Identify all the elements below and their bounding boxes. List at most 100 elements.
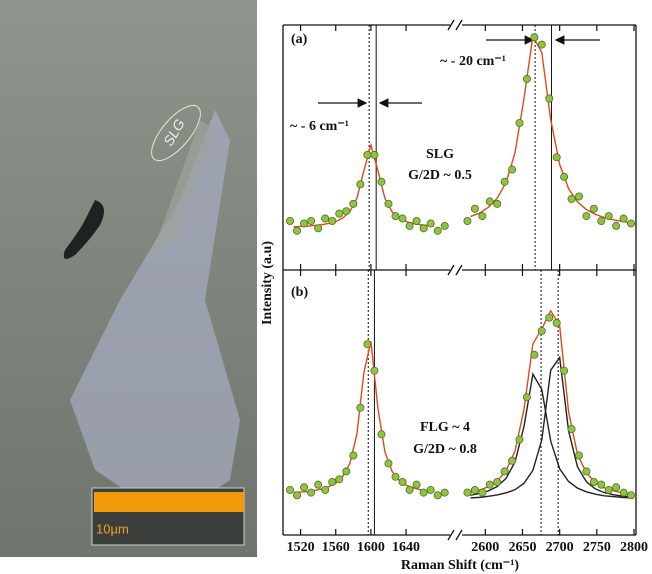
data-point — [471, 205, 478, 212]
data-point — [371, 367, 378, 374]
data-point — [413, 217, 420, 224]
data-point — [568, 425, 575, 432]
data-point — [620, 215, 627, 222]
arrows — [318, 40, 600, 103]
x-tick-label: 1560 — [322, 540, 350, 555]
data-point — [406, 486, 413, 493]
data-point — [464, 489, 471, 496]
data-point — [479, 489, 486, 496]
fit-line — [470, 357, 631, 497]
data-point — [336, 476, 343, 483]
data-point — [286, 486, 293, 493]
data-point — [343, 468, 350, 475]
x-tick-label: 1640 — [392, 540, 420, 555]
data-point — [546, 314, 553, 321]
data-point — [364, 341, 371, 348]
data-point — [385, 460, 392, 467]
data-point — [501, 178, 508, 185]
data-point — [613, 222, 620, 229]
fit-line — [294, 341, 435, 492]
data-point — [590, 478, 597, 485]
data-point — [561, 367, 568, 374]
annotation: (a) — [291, 32, 308, 47]
scale-bar — [94, 492, 244, 512]
data-point — [620, 489, 627, 496]
page: SLG 10µm Intensity (a.u) Raman Shift (cm… — [0, 0, 652, 574]
data-point — [605, 213, 612, 220]
x-tick-label: 2750 — [583, 540, 611, 555]
data-point — [329, 217, 336, 224]
data-point — [315, 481, 322, 488]
data-point — [605, 486, 612, 493]
data-point — [523, 394, 530, 401]
axis-break — [448, 20, 462, 540]
data-point — [531, 351, 538, 358]
data-point — [300, 220, 307, 227]
data-point — [427, 220, 434, 227]
data-point — [385, 200, 392, 207]
annotation: (b) — [291, 285, 308, 300]
data-point — [357, 404, 364, 411]
data-point — [531, 34, 538, 41]
figure: SLG 10µm Intensity (a.u) Raman Shift (cm… — [0, 0, 652, 574]
data-point — [553, 319, 560, 326]
data-point — [516, 119, 523, 126]
data-point — [350, 452, 357, 459]
x-tick-label: 2700 — [546, 540, 574, 555]
data-point — [413, 481, 420, 488]
data-point — [293, 492, 300, 499]
data-point — [479, 213, 486, 220]
data-point — [568, 195, 575, 202]
data-point — [343, 208, 350, 215]
data-point — [553, 154, 560, 161]
annotation: G/2D ~ 0.8 — [413, 442, 477, 457]
data-point — [392, 213, 399, 220]
data-point — [441, 489, 448, 496]
data-point — [613, 484, 620, 491]
data-point — [420, 225, 427, 232]
data-point — [406, 222, 413, 229]
micrograph: SLG 10µm — [0, 0, 257, 557]
data-point — [523, 75, 530, 82]
data-point — [378, 431, 385, 438]
data-point — [315, 225, 322, 232]
data-point — [434, 492, 441, 499]
data-point — [378, 178, 385, 185]
data-point — [508, 166, 515, 173]
data-point — [308, 217, 315, 224]
data-point — [486, 198, 493, 205]
data-point — [538, 41, 545, 48]
data-point — [357, 181, 364, 188]
data-point — [627, 220, 634, 227]
data-point — [561, 173, 568, 180]
data-point — [293, 227, 300, 234]
data-point — [350, 200, 357, 207]
annotation: FLG ~ 4 — [420, 420, 470, 435]
data-point — [322, 215, 329, 222]
data-point — [590, 205, 597, 212]
data-point — [598, 217, 605, 224]
data-point — [329, 478, 336, 485]
data-point — [427, 486, 434, 493]
x-tick-label: 1600 — [357, 540, 385, 555]
data-point — [516, 436, 523, 443]
data-point — [575, 452, 582, 459]
data-point — [598, 481, 605, 488]
annotation: ~ - 20 cm⁻¹ — [440, 54, 506, 69]
x-tick-label: 1520 — [287, 540, 315, 555]
data-point — [399, 478, 406, 485]
data-point — [336, 210, 343, 217]
data-point — [583, 213, 590, 220]
data-point — [471, 486, 478, 493]
data-point — [420, 489, 427, 496]
data-point — [627, 492, 634, 499]
annotation: G/2D ~ 0.5 — [408, 168, 472, 183]
x-tick-label: 2650 — [508, 540, 536, 555]
data-point — [364, 151, 371, 158]
scale-label: 10µm — [96, 521, 129, 536]
data-point — [575, 193, 582, 200]
data-point — [508, 457, 515, 464]
fit-line — [470, 311, 631, 495]
x-axis-label: Raman Shift (cm⁻¹) — [401, 558, 519, 573]
data-point — [434, 227, 441, 234]
